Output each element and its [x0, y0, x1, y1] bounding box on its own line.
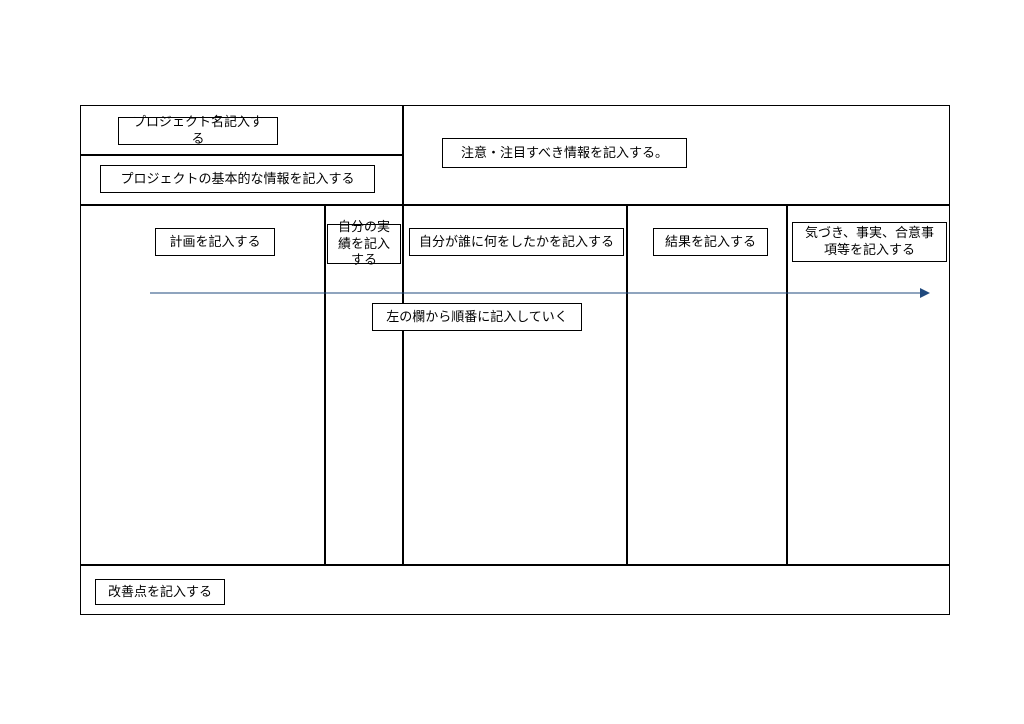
project-name-label: プロジェクト名記入する — [118, 117, 278, 145]
flow-arrow — [150, 286, 930, 298]
column-did-label: 自分が誰に何をしたかを記入する — [409, 228, 624, 256]
column-did-cell — [403, 205, 627, 565]
flow-note-label: 左の欄から順番に記入していく — [372, 303, 582, 331]
column-notice-label: 気づき、事実、合意事項等を記入する — [792, 222, 947, 262]
column-plan-label: 計画を記入する — [155, 228, 275, 256]
column-result-label: 結果を記入する — [653, 228, 768, 256]
arrow-right-icon — [150, 287, 930, 299]
column-plan-cell — [80, 205, 325, 565]
improve-label: 改善点を記入する — [95, 579, 225, 605]
column-own-result-label: 自分の実績を記入する — [327, 224, 401, 264]
column-result-cell — [627, 205, 787, 565]
project-basic-info-label: プロジェクトの基本的な情報を記入する — [100, 165, 375, 193]
attention-label: 注意・注目すべき情報を記入する。 — [442, 138, 687, 168]
